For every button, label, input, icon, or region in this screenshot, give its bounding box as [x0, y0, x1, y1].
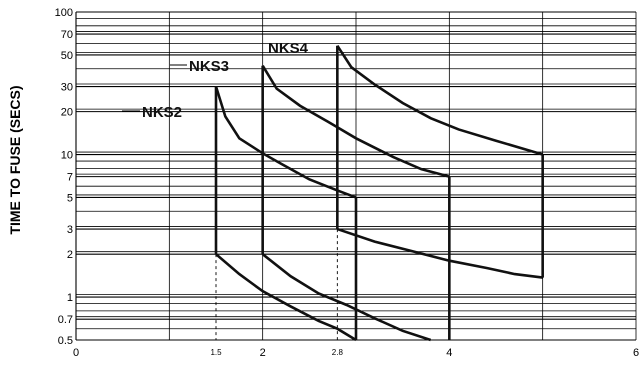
curve-nks2-lower: [215, 253, 357, 342]
x-tick-labels: 0 1.5 2 2.8 4 6: [73, 347, 639, 359]
series-label-nks3: NKS3: [189, 58, 229, 75]
curve-nks3-upper: [261, 65, 450, 178]
y-tick-label: 100: [55, 7, 73, 19]
y-tick-label: 30: [61, 82, 73, 94]
y-tick-label: 3: [67, 224, 73, 236]
y-tick-label: 50: [61, 50, 73, 62]
x-tick-label: 6: [633, 347, 639, 359]
series-labels: NKS2 NKS3 NKS4: [142, 40, 309, 121]
x-tick-label: 2.8: [332, 348, 344, 357]
fuse-curves: [214, 45, 544, 342]
label-leaders: [122, 64, 187, 112]
curve-nks2-upper: [214, 86, 357, 199]
y-tick-label: 7: [67, 172, 73, 184]
curve-nks3-lower: [261, 253, 432, 342]
y-tick-label: 2: [67, 249, 73, 261]
y-axis-label: TIME TO FUSE (SECS): [7, 85, 23, 234]
y-tick-label: 1: [67, 292, 73, 304]
dashed-guides: [215, 229, 338, 340]
y-tick-label: 10: [61, 150, 73, 162]
x-tick-label: 0: [73, 347, 79, 359]
curve-nks4-upper: [336, 45, 544, 156]
y-tick-label: 70: [61, 29, 73, 41]
y-tick-label: 5: [67, 192, 73, 204]
series-label-nks2: NKS2: [142, 104, 182, 121]
y-tick-label: 0.7: [58, 314, 73, 326]
y-tick-label: 20: [61, 107, 73, 119]
x-tick-label: 4: [446, 347, 452, 359]
curve-nks4-lower: [336, 227, 543, 279]
y-tick-label: 0.5: [58, 335, 73, 347]
x-tick-label: 1.5: [210, 348, 222, 357]
x-tick-label: 2: [260, 347, 266, 359]
series-label-nks4: NKS4: [268, 40, 309, 57]
y-tick-labels: 0.5 0.7 1 2 3 5 7 10 20 30 50 70 100: [55, 7, 73, 347]
